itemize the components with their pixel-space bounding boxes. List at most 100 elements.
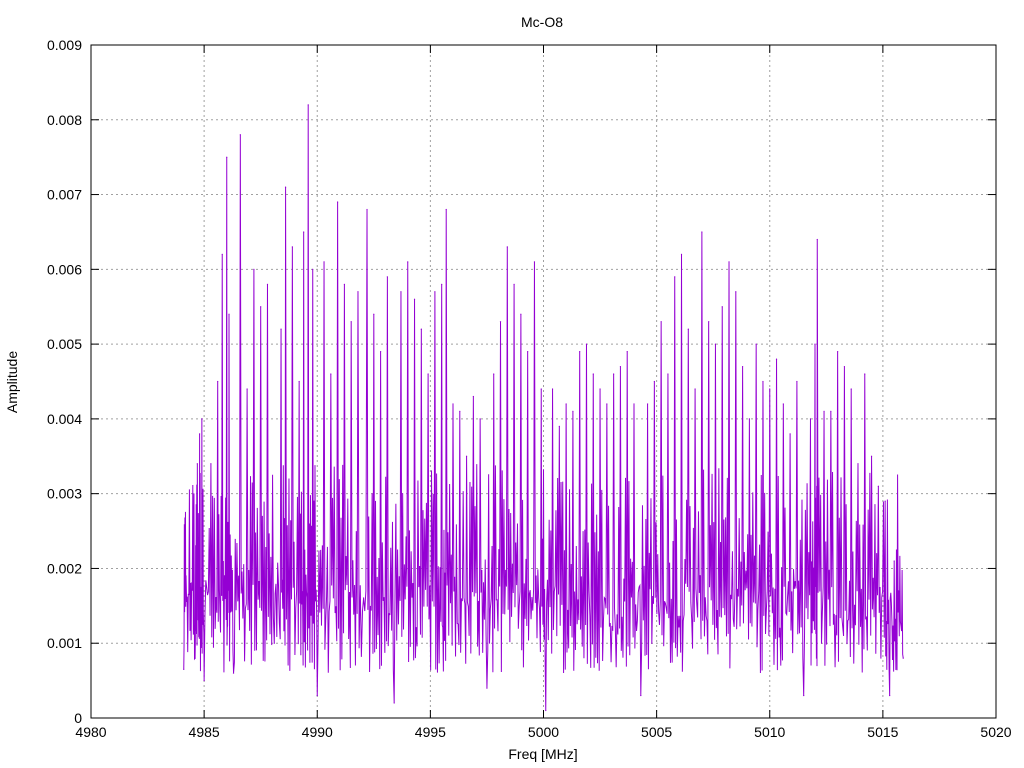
data-point	[221, 253, 223, 255]
data-point	[551, 388, 554, 390]
data-point	[373, 313, 375, 315]
data-point	[479, 418, 481, 420]
data-point	[540, 388, 542, 390]
data-point	[493, 373, 495, 375]
data-point	[312, 268, 314, 270]
x-tick-labels: 4980 4985 4990 4995 5000 5005 5010 5015 5020	[75, 724, 1011, 740]
x-tick-label: 5020	[980, 724, 1011, 740]
data-point	[735, 291, 737, 293]
data-point	[284, 186, 287, 188]
y-tick-label: 0	[74, 710, 82, 726]
y-tick-label: 0.002	[47, 560, 82, 576]
data-point	[687, 328, 689, 330]
data-point	[407, 261, 409, 263]
data-point	[565, 403, 567, 405]
data-point	[814, 343, 816, 345]
data-point	[889, 694, 891, 697]
y-axis-label: Amplitude	[4, 351, 20, 413]
data-point	[893, 560, 895, 562]
data-point	[701, 231, 703, 233]
data-point	[273, 642, 275, 644]
x-tick-label: 4980	[75, 724, 106, 740]
x-axis-label: Freq [MHz]	[508, 746, 577, 762]
data-point	[667, 373, 669, 375]
data-point	[420, 328, 422, 330]
data-point	[520, 313, 522, 315]
data-point	[393, 702, 395, 704]
data-point	[857, 463, 859, 465]
data-point	[796, 380, 798, 383]
y-tick-label: 0.006	[47, 261, 82, 277]
data-point	[527, 350, 529, 353]
data-point	[626, 350, 628, 353]
data-point	[877, 485, 879, 487]
data-point	[809, 418, 812, 420]
data-point	[307, 104, 309, 106]
data-point	[545, 709, 547, 712]
data-point	[323, 261, 325, 263]
y-tick-label: 0.009	[47, 37, 82, 53]
data-point	[585, 343, 588, 345]
data-point	[513, 283, 515, 285]
data-point	[366, 208, 368, 211]
data-point	[400, 291, 402, 293]
data-point	[189, 582, 192, 585]
data-point	[708, 321, 710, 323]
x-tick-label: 5010	[754, 724, 785, 740]
data-point	[280, 328, 282, 330]
data-point	[714, 343, 717, 345]
data-point	[239, 134, 241, 136]
data-point	[316, 694, 318, 697]
data-point	[201, 418, 203, 420]
data-point	[533, 261, 536, 263]
data-point	[298, 380, 300, 383]
data-point	[762, 380, 764, 383]
data-point	[619, 365, 622, 368]
data-point	[217, 380, 219, 383]
data-point	[303, 231, 305, 233]
data-point	[266, 283, 269, 285]
chart-title: Mc-O8	[521, 14, 563, 30]
data-point	[898, 590, 900, 592]
data-point	[558, 425, 560, 427]
data-point	[203, 680, 205, 682]
data-point	[633, 403, 635, 405]
data-point	[721, 306, 723, 308]
data-point	[228, 313, 230, 315]
y-tick-label: 0.004	[47, 411, 82, 427]
data-point	[782, 403, 784, 405]
data-point	[613, 373, 615, 375]
data-point	[789, 433, 791, 435]
data-point	[864, 373, 866, 375]
data-point	[199, 433, 201, 435]
data-point	[769, 388, 771, 390]
data-point	[486, 687, 488, 689]
data-point	[386, 276, 388, 278]
data-point	[330, 373, 332, 375]
data-point	[246, 388, 248, 390]
data-point	[226, 156, 228, 158]
x-tick-label: 5015	[867, 724, 898, 740]
data-point	[506, 246, 508, 248]
data-point	[427, 373, 429, 375]
x-tick-label: 4985	[189, 724, 220, 740]
data-point	[674, 276, 676, 278]
data-point	[748, 418, 750, 420]
data-point	[599, 388, 601, 390]
data-point	[196, 463, 198, 465]
data-point	[343, 283, 345, 285]
y-tick-label: 0.001	[47, 635, 82, 651]
data-point	[291, 246, 293, 248]
data-point	[646, 403, 649, 405]
data-point	[837, 350, 839, 353]
data-point	[694, 388, 696, 390]
data-point	[232, 672, 235, 674]
data-point	[441, 283, 443, 285]
data-point	[884, 500, 886, 502]
data-point	[465, 455, 468, 457]
data-point	[660, 321, 662, 323]
data-point	[413, 298, 416, 300]
data-point	[434, 291, 436, 293]
data-point	[640, 694, 642, 697]
